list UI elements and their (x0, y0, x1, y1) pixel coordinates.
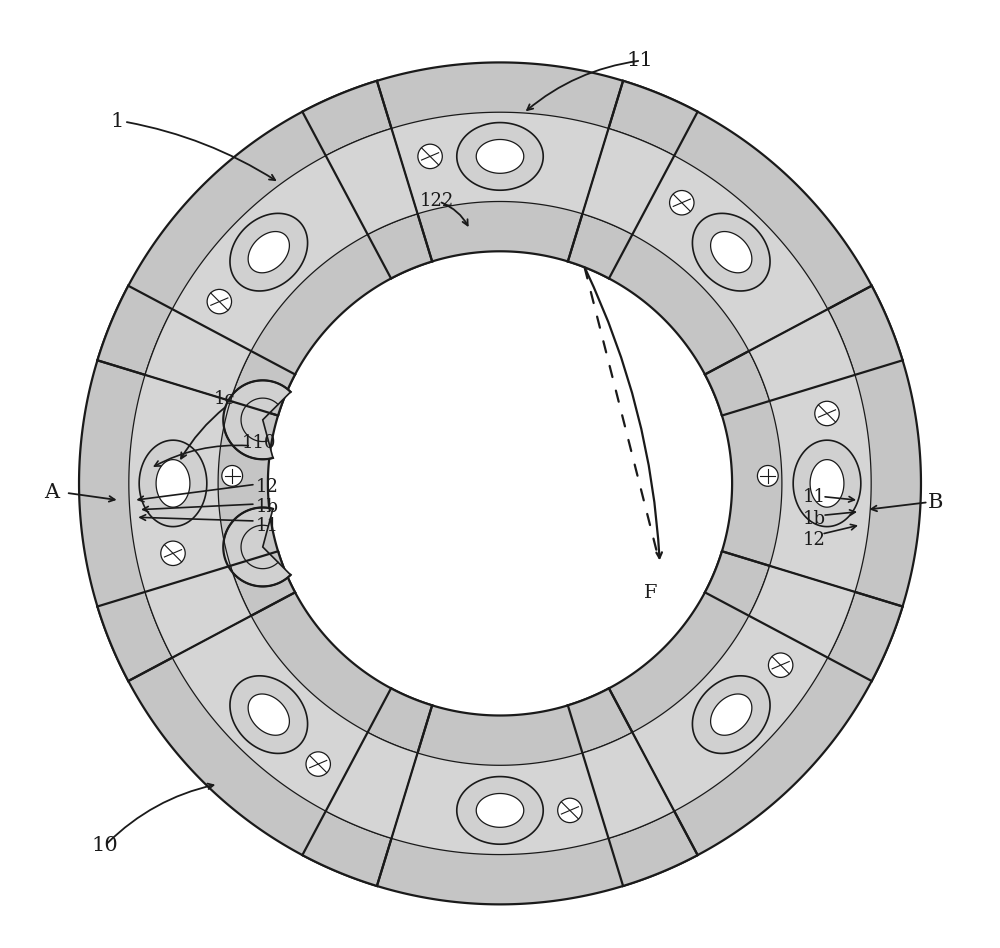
Polygon shape (302, 63, 698, 279)
Polygon shape (457, 776, 543, 845)
Polygon shape (160, 561, 240, 660)
Polygon shape (572, 120, 688, 244)
Circle shape (757, 465, 778, 486)
Polygon shape (312, 120, 428, 244)
Polygon shape (324, 744, 422, 824)
Text: 1b: 1b (803, 510, 826, 528)
Polygon shape (572, 723, 688, 847)
Polygon shape (97, 81, 432, 415)
Text: 12: 12 (803, 531, 825, 549)
Circle shape (670, 191, 694, 215)
Polygon shape (578, 143, 676, 223)
Polygon shape (457, 122, 543, 191)
Text: 12: 12 (256, 478, 279, 496)
Polygon shape (248, 694, 289, 736)
Circle shape (207, 289, 232, 314)
Text: 1: 1 (110, 112, 123, 131)
Text: B: B (928, 493, 943, 512)
Polygon shape (129, 309, 251, 658)
Polygon shape (312, 723, 428, 847)
Circle shape (306, 752, 330, 776)
Polygon shape (568, 81, 903, 415)
Circle shape (558, 798, 582, 823)
Polygon shape (223, 380, 291, 459)
Text: A: A (44, 483, 59, 502)
Polygon shape (740, 556, 863, 671)
Text: 110: 110 (242, 434, 276, 452)
Polygon shape (793, 440, 861, 527)
Polygon shape (760, 561, 840, 660)
Text: 1c: 1c (213, 390, 235, 408)
Polygon shape (692, 676, 770, 754)
Polygon shape (302, 688, 698, 904)
Circle shape (222, 465, 243, 486)
Text: 10: 10 (91, 836, 118, 855)
Circle shape (418, 144, 442, 169)
Polygon shape (740, 296, 863, 411)
Polygon shape (248, 231, 289, 273)
Polygon shape (749, 309, 871, 658)
Polygon shape (230, 676, 308, 754)
Polygon shape (476, 793, 524, 828)
Circle shape (815, 401, 839, 426)
Polygon shape (568, 551, 903, 886)
Polygon shape (79, 285, 295, 681)
Polygon shape (760, 307, 840, 406)
Text: 122: 122 (420, 192, 454, 210)
Polygon shape (137, 296, 260, 411)
Polygon shape (476, 139, 524, 173)
Polygon shape (578, 744, 676, 824)
Polygon shape (326, 732, 674, 854)
Polygon shape (582, 128, 855, 401)
Polygon shape (711, 694, 752, 736)
Text: 11: 11 (256, 517, 279, 535)
Polygon shape (160, 307, 240, 406)
Text: 1b: 1b (256, 498, 279, 516)
Polygon shape (324, 143, 422, 223)
Polygon shape (705, 285, 921, 681)
Polygon shape (145, 566, 418, 838)
Polygon shape (582, 566, 855, 838)
Text: 11: 11 (803, 488, 826, 506)
Polygon shape (711, 231, 752, 273)
Polygon shape (145, 128, 418, 401)
Circle shape (161, 541, 185, 566)
Text: 11: 11 (627, 51, 654, 70)
Polygon shape (692, 213, 770, 291)
Polygon shape (97, 551, 432, 886)
Polygon shape (223, 507, 291, 587)
Polygon shape (156, 460, 190, 507)
Polygon shape (139, 440, 207, 527)
Polygon shape (810, 460, 844, 507)
Text: F: F (644, 584, 657, 602)
Circle shape (768, 653, 793, 678)
Polygon shape (137, 556, 260, 671)
Polygon shape (326, 112, 674, 234)
Polygon shape (230, 213, 308, 291)
